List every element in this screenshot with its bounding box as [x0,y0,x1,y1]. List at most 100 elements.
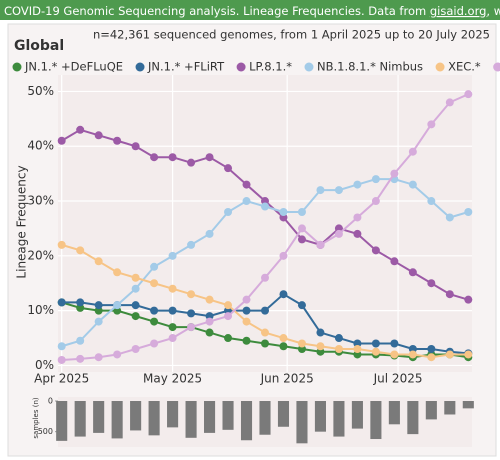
data-point [445,290,454,299]
bar [130,401,142,431]
data-point [464,295,473,304]
data-point [279,213,288,222]
data-point [390,350,399,359]
data-point [150,339,159,348]
data-point [427,197,436,206]
data-point [427,344,436,353]
data-point [390,257,399,266]
data-point [261,273,269,282]
data-point [94,306,103,315]
data-point [261,202,269,211]
data-point [224,207,233,216]
data-point [427,120,436,129]
data-point [131,301,140,310]
samples-axis-title: samples (n) [32,397,40,438]
data-point [94,317,103,326]
data-point [224,312,233,321]
data-point [242,336,251,345]
legend-label: NB.1.8.1.* Nimbus [317,60,423,74]
data-point [427,279,436,288]
data-point [408,147,417,156]
legend-label: JN.1.* +DeFLuQE [24,60,123,74]
data-point [353,350,362,359]
data-point [445,213,454,222]
data-point [371,347,380,356]
data-point [334,334,343,343]
bar [333,401,345,437]
legend-marker [12,62,22,72]
banner-link[interactable]: gisaid.org [430,4,487,18]
banner [0,0,500,20]
data-point [390,169,399,178]
data-point [150,262,159,271]
data-point [297,339,306,348]
bar [74,401,86,437]
data-point [57,342,66,351]
data-point [353,180,362,189]
bar [148,401,160,436]
data-point [131,142,140,151]
bar [425,401,437,420]
y-tick-label: 0 [48,397,53,406]
bar [370,401,382,440]
data-point [224,334,233,343]
data-point [297,235,306,244]
data-point [205,229,214,238]
data-point [242,197,251,206]
data-point [57,355,66,364]
y-tick-label: 40% [27,139,54,153]
x-tick-label: Jun 2025 [260,372,314,386]
legend-marker [135,62,145,72]
bar [277,401,290,427]
data-point [150,317,159,326]
y-tick-label: 500 [38,427,53,436]
data-point [113,136,122,145]
bar [388,401,400,425]
bar [240,401,253,441]
data-point [445,98,454,107]
x-tick-label: May 2025 [143,372,202,386]
y-tick-label: 50% [27,84,54,98]
legend-marker [435,62,445,72]
bar [167,401,179,428]
bar [314,401,326,432]
bar [351,401,363,429]
data-point [187,240,196,249]
data-point [187,309,196,318]
bar [222,401,234,430]
data-point [224,301,233,310]
chart-title: Global [14,38,64,54]
data-point [205,328,214,337]
data-point [76,303,85,312]
data-point [279,207,288,216]
data-point [390,339,399,348]
data-point [76,336,85,345]
legend-label: LP.8.1.* [249,60,292,74]
data-point [168,306,177,315]
data-point [150,153,159,162]
data-point [297,224,306,233]
data-point [261,197,269,206]
data-point [113,306,122,315]
data-point [168,323,177,332]
data-point [316,347,325,356]
data-point [57,136,66,145]
bar [204,401,216,433]
data-point [334,224,343,233]
data-point [187,290,196,299]
data-point [371,175,380,184]
bar [185,401,197,438]
data-point [353,339,362,348]
data-point [242,317,251,326]
data-point [187,323,196,332]
x-tick-label: Jul 2025 [373,372,423,386]
data-point [464,350,473,359]
data-point [76,246,85,255]
subtitle: n=42,361 sequenced genomes, from 1 April… [93,28,490,42]
plot-area [58,75,472,372]
data-point [131,284,140,293]
banner-text: , with [486,4,500,18]
bar [444,401,456,415]
data-point [113,268,122,277]
